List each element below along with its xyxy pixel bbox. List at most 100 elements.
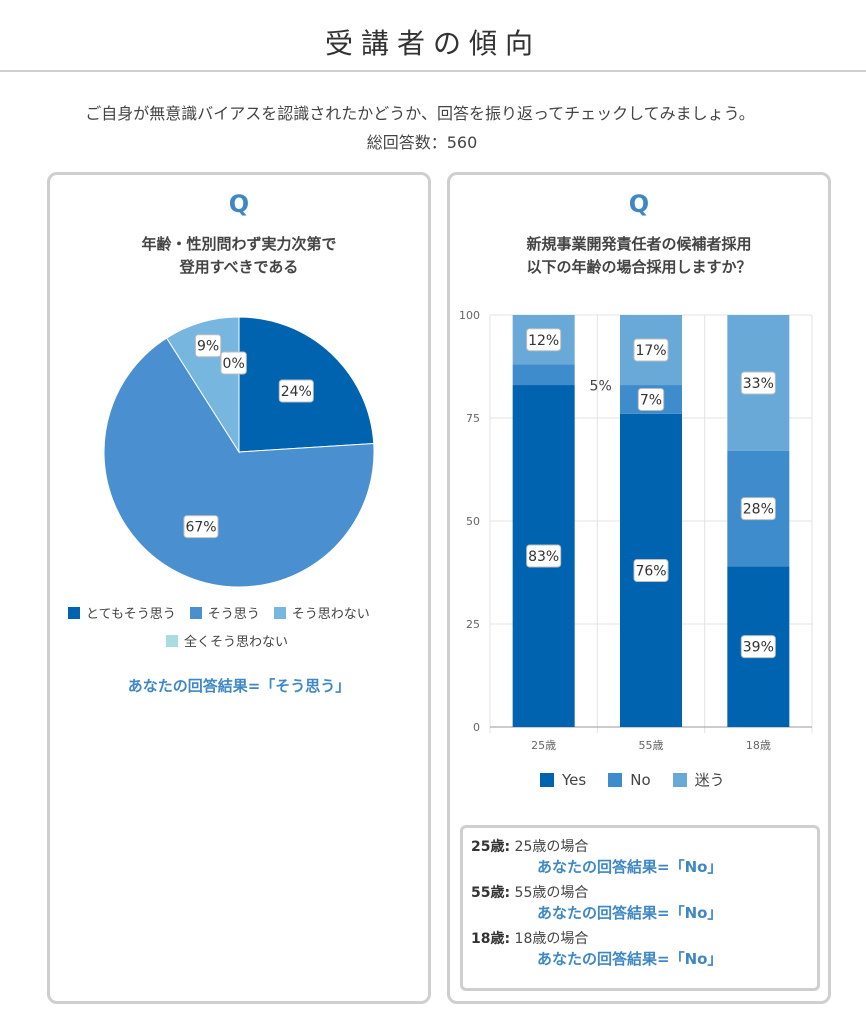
x-tick-label: 25歳 [531,739,556,752]
note-key: 55歳: [471,885,511,901]
bar-data-label: 7% [637,387,665,411]
pie-legend-item[interactable]: 全くそう思わない [166,631,288,650]
note-text: 55歳の場合 [510,885,589,901]
pie-legend-row-2: 全くそう思わない [166,631,302,650]
bar-data-label-text: 33% [743,376,774,392]
x-tick-label: 18歳 [746,739,771,752]
bar-data-label-text: 83% [528,549,559,565]
question-card-pie: Q 年齢・性別問わず実力次第で 登用すべきである 24% 67% 9% 0% とてもそ… [47,172,431,1004]
bar-data-label: 12% [526,328,562,352]
bar-data-label-box [740,497,776,521]
y-tick-label: 100 [459,309,480,322]
answer-notes: 25歳: 25歳の場合 あなたの回答結果=「No」 55歳: 55歳の場合 あな… [460,825,820,991]
legend-swatch [189,606,202,619]
bar-legend-item[interactable]: No [608,770,651,789]
pie-data-label-text: 9% [197,339,219,355]
bar-data-label-text: 7% [640,393,662,409]
pie-data-label: 0% [220,351,247,375]
stacked-bar-chart: 0 25 50 75 100 83% 5% 12% 25歳 76% 7% 17% 55歳 39% 28% 33… [459,309,813,752]
note-item: 25歳: 25歳の場合 あなたの回答結果=「No」 [471,838,809,878]
pie-data-label-text: 24% [281,384,312,400]
note-answer: あなたの回答結果=「No」 [537,904,723,922]
pie-data-label-box [194,334,222,358]
bar-data-label-box [633,338,669,362]
pie-legend-item[interactable]: そう思わない [273,603,370,622]
page-title: 受講者の傾向 [324,27,541,60]
pie-data-label: 67% [183,515,219,539]
bar-data-label-box [740,371,776,395]
bar-data-label-text: 28% [743,502,774,518]
legend-label: 全くそう思わない [184,635,289,650]
note-key: 18歳: [471,931,511,947]
y-tick-label: 75 [466,412,480,425]
legend-label: そう思う [207,607,260,622]
pie-slice [103,337,375,588]
bar-legend-item[interactable]: Yes [540,771,586,789]
note-answer: あなたの回答結果=「No」 [537,858,723,876]
pie-data-label-text: 0% [223,356,245,372]
bar-data-label: 76% [633,558,669,582]
question-mark-icon: Q [228,190,250,218]
bar-data-label: 33% [740,371,776,395]
pie-data-label-box [278,379,314,403]
bar-legend-item[interactable]: 迷う [672,769,725,790]
your-answer: あなたの回答結果=「そう思う」 [127,677,351,695]
bar-segment [512,364,575,386]
pie-data-label: 24% [278,379,314,403]
question-line-1: 年齢・性別問わず実力次第で [141,235,337,253]
bar-data-label: 39% [740,635,776,659]
note-text: 25歳の場合 [510,839,589,855]
legend-swatch [672,772,687,787]
bar-data-label-box [633,558,669,582]
y-tick-label: 0 [473,721,480,734]
note-text: 18歳の場合 [510,931,589,947]
question-card-bar: Q 新規事業開発責任者の候補者採用 以下の年齢の場合採用しますか？ 0 25 50 7… [447,172,831,1004]
legend-label: そう思わない [291,607,370,622]
bar-data-label-text: 39% [743,640,774,656]
question-line-2: 登用すべきである [179,258,299,276]
bar-data-label-text: 17% [635,343,666,359]
note-item: 18歳: 18歳の場合 あなたの回答結果=「No」 [471,930,809,970]
bar-data-label-box [526,328,562,352]
question-line-2: 以下の年齢の場合採用しますか？ [526,258,752,276]
pie-legend-item[interactable]: そう思う [189,603,260,622]
legend-label: No [630,770,651,789]
y-tick-label: 50 [466,515,480,528]
bar-data-label: 28% [740,497,776,521]
y-tick-label: 25 [466,618,480,631]
pie-legend-item[interactable]: とてもそう思う [68,603,176,622]
title-divider [0,70,866,72]
note-key: 25歳: [471,839,511,855]
bar-data-label-box [526,544,562,568]
legend-swatch [273,606,286,619]
bar-data-label: 17% [633,338,669,362]
pie-data-label-box [183,515,219,539]
legend-swatch [540,772,554,787]
bar-data-label-text: 12% [528,333,559,349]
legend-swatch [166,634,178,647]
legend-swatch [608,772,623,787]
question-text: 年齢・性別問わず実力次第で 登用すべきである [50,233,428,279]
note-answer: あなたの回答結果=「No」 [537,950,723,968]
total-responses: 総回答数：560 [366,133,478,152]
bar-legend: Yes No 迷う [540,769,747,790]
bar-data-label: 5% [590,379,612,395]
pie-data-label-text: 67% [185,520,216,536]
bar-data-label: 83% [526,544,562,568]
question-text: 新規事業開発責任者の候補者採用 以下の年齢の場合採用しますか？ [450,233,828,279]
pie-legend: とてもそう思う そう思う そう思わない [68,603,384,622]
note-item: 55歳: 55歳の場合 あなたの回答結果=「No」 [471,884,809,924]
legend-swatch [68,606,80,619]
x-tick-label: 55歳 [639,739,664,752]
bar-data-label-text: 76% [635,563,666,579]
legend-label: Yes [562,770,587,789]
legend-label: 迷う [694,771,725,789]
intro-text: ご自身が無意識バイアスを認識されたかどうか、回答を振り返ってチェックしてみましょ… [85,104,755,123]
question-line-1: 新規事業開発責任者の候補者採用 [526,235,752,253]
question-mark-icon: Q [628,190,650,218]
pie-data-label: 9% [194,334,222,358]
legend-label: とてもそう思う [86,607,176,622]
pie-chart: 24% 67% 9%0% [103,316,375,588]
bar-data-label-box [740,635,776,659]
bar-data-label-box [637,387,665,411]
